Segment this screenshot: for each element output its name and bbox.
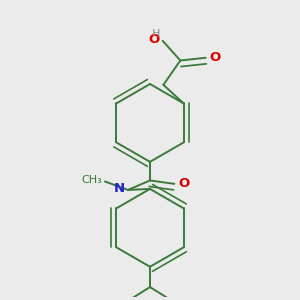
Text: H: H	[152, 29, 160, 39]
Text: O: O	[178, 177, 190, 190]
Text: O: O	[149, 33, 160, 46]
Text: O: O	[209, 51, 220, 64]
Text: N: N	[114, 182, 125, 195]
Text: CH₃: CH₃	[82, 175, 102, 185]
